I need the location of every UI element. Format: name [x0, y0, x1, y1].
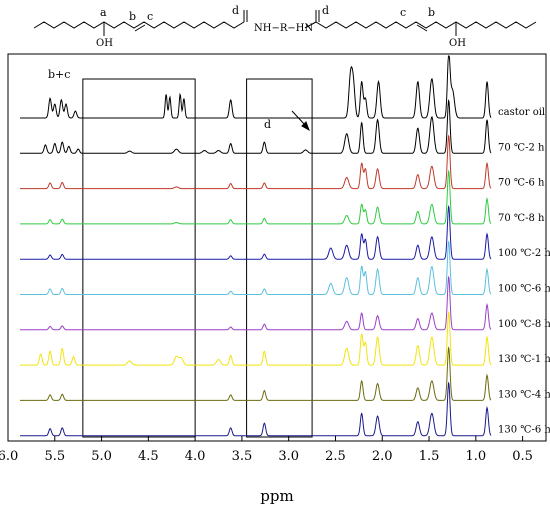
series-label: castor oil: [498, 107, 545, 118]
structure-label-d-right: d: [322, 4, 329, 17]
structure-label-d-left: d: [232, 4, 239, 17]
annotation-bc: b+c: [48, 68, 70, 81]
structure-labels: a b c d d c b OH OH NH−R−HN: [96, 4, 466, 49]
series-label: 70 ℃-8 h: [498, 213, 545, 224]
spectrum-line: [20, 346, 492, 401]
x-tick-label: 0.5: [512, 449, 533, 464]
spectrum-line: [20, 99, 492, 154]
structure-label-c-right: c: [400, 6, 406, 19]
structure-label-b-left: b: [129, 10, 136, 23]
x-tick-label: 4.5: [138, 449, 159, 464]
x-tick-label: 3.5: [232, 449, 253, 464]
right-double-bond: [416, 24, 428, 32]
structure-label-a: a: [100, 6, 107, 19]
series-label: 130 ℃-6 h: [498, 425, 550, 436]
spectrum-line: [20, 310, 492, 366]
chemical-structure: [33, 10, 537, 36]
structure-oh-left: OH: [96, 38, 113, 49]
highlight-boxes: [82, 78, 313, 438]
annotation-arrow: [291, 110, 310, 132]
spectrum-line: [20, 275, 492, 331]
highlight-box-2: [246, 78, 313, 438]
spectrum-line: [20, 169, 492, 225]
series-label: 100 ℃-2 h: [498, 248, 550, 259]
x-axis-ticks: 6.0 5.5 5.0 4.5 4.0 3.5 3.0 2.5 2.0 1.5 1.0 0.5: [0, 436, 533, 464]
series-labels: castor oil 70 ℃-2 h 70 ℃-6 h 70 ℃-8 h 100 ℃-…: [498, 107, 550, 436]
plot-frame: [7, 53, 547, 442]
spectra-group: [20, 55, 492, 437]
structure-linker: NH−R−HN: [254, 23, 313, 34]
highlight-box-1: [82, 78, 196, 438]
series-label: 70 ℃-2 h: [498, 142, 545, 153]
structure-label-c-left: c: [147, 10, 153, 23]
x-tick-label: 1.0: [465, 449, 486, 464]
spectrum-line: [20, 55, 492, 119]
x-tick-label: 1.5: [419, 449, 440, 464]
spectrum-line: [20, 134, 492, 190]
left-double-bond: [134, 24, 146, 32]
spectrum-line: [20, 240, 492, 295]
x-tick-label: 5.5: [44, 449, 65, 464]
x-tick-label: 5.0: [91, 449, 112, 464]
series-label: 100 ℃-8 h: [498, 319, 550, 330]
right-chain-bonds: [315, 21, 537, 29]
spectrum-line: [20, 381, 492, 437]
structure-label-b-right: b: [428, 6, 435, 19]
x-tick-label: 4.0: [185, 449, 206, 464]
x-tick-label: 2.5: [325, 449, 346, 464]
x-tick-label: 2.0: [372, 449, 393, 464]
series-label: 100 ℃-6 h: [498, 284, 550, 295]
x-tick-label: 3.0: [278, 449, 299, 464]
spectrum-line: [20, 205, 492, 260]
annotation-d: d: [264, 118, 271, 131]
x-axis-label: ppm: [260, 487, 293, 505]
series-label: 130 ℃-4 h: [498, 389, 550, 400]
series-label: 70 ℃-6 h: [498, 178, 545, 189]
series-label: 130 ℃-1 h: [498, 354, 550, 365]
linker-to-right: [304, 21, 317, 29]
left-chain-bonds: [33, 21, 245, 29]
x-tick-label: 6.0: [0, 449, 18, 464]
structure-oh-right: OH: [449, 38, 466, 49]
